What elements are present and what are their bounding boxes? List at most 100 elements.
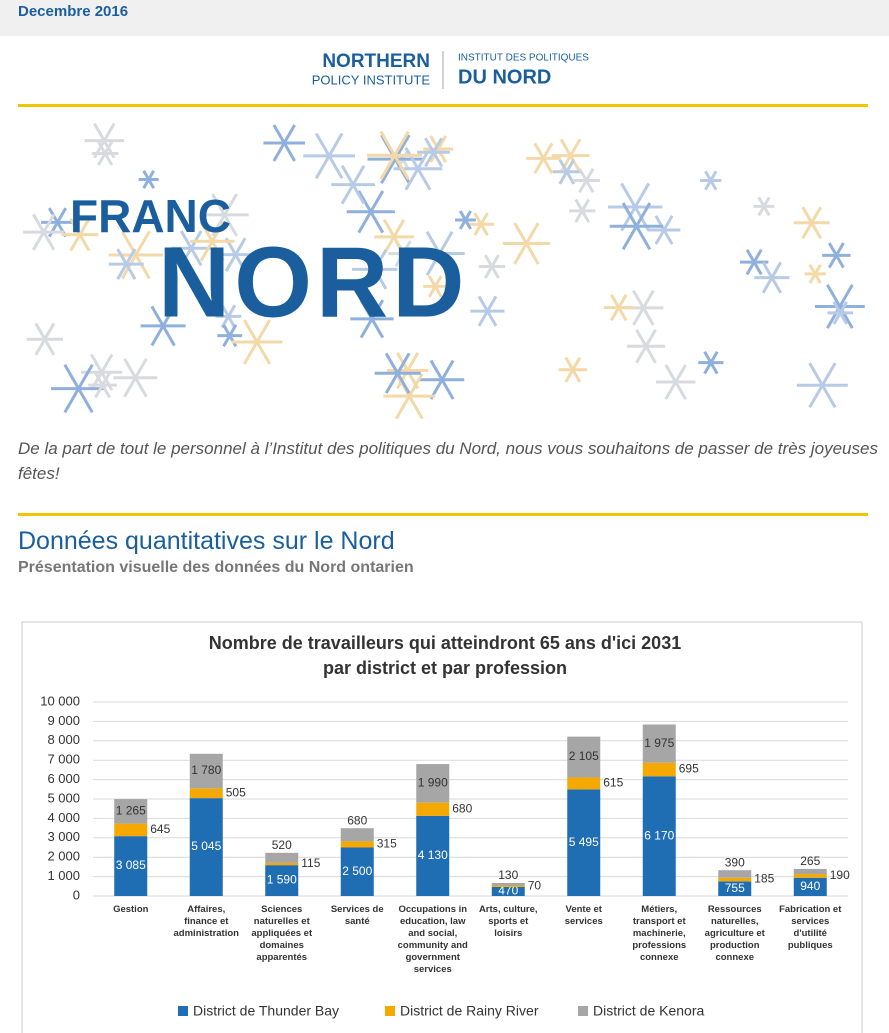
snowflake [314, 132, 344, 179]
y-tick-label: 1 000 [47, 868, 80, 883]
snowflake [610, 293, 628, 322]
snowflake [477, 295, 498, 327]
logo-text: POLICY INSTITUTE [312, 72, 431, 87]
logo-text: INSTITUT DES POLITIQUES [458, 53, 589, 64]
bar-segment [567, 789, 601, 896]
snowflake [362, 248, 388, 290]
value-label: 5 495 [569, 835, 599, 849]
legend-label: District de Rainy River [400, 1003, 539, 1019]
bar-segment [265, 852, 299, 863]
section-title: Données quantitatives sur le Nord [18, 527, 395, 555]
bar-segment [718, 881, 752, 896]
rule [18, 513, 868, 516]
value-label: 680 [452, 801, 472, 815]
snowflake [242, 319, 272, 365]
bar-segment [567, 777, 601, 790]
legend-swatch [578, 1006, 588, 1016]
snowflake [808, 362, 837, 409]
snowflake [222, 324, 238, 348]
banner: FRANC NORD [23, 122, 865, 420]
snowflake [808, 263, 822, 284]
y-tick-label: 5 000 [47, 790, 80, 805]
value-label: 940 [800, 879, 820, 893]
value-label: 615 [603, 776, 623, 790]
y-tick-label: 6 000 [47, 771, 80, 786]
x-tick-label: Services de santé [331, 904, 384, 927]
snowflake [425, 231, 454, 276]
y-tick-label: 9 000 [47, 713, 80, 728]
value-label: 505 [226, 785, 246, 799]
snowflake [564, 356, 582, 383]
snowflake [620, 182, 651, 232]
section-subtitle: Présentation visuelle des données du Nor… [18, 559, 414, 576]
value-label: 1 990 [418, 776, 448, 790]
rule [18, 104, 868, 107]
snowflake [97, 141, 114, 166]
snowflake [473, 212, 489, 237]
bar-segment [642, 776, 676, 896]
snowflake [704, 170, 718, 191]
bar-segment [491, 883, 525, 886]
bar-segment [265, 865, 299, 896]
bar-segment [793, 868, 827, 875]
x-tick-label: Arts, culture, sports et loisirs [479, 904, 538, 939]
y-tick-label: 3 000 [47, 829, 80, 844]
bar-segment [114, 799, 148, 824]
banner-text: NORD [158, 226, 468, 338]
snowflake [654, 215, 674, 245]
snowflake [827, 242, 845, 269]
snowflake [424, 137, 444, 168]
value-label: 645 [150, 822, 170, 836]
snowflake [340, 164, 366, 205]
value-label: 190 [830, 868, 850, 882]
x-tick-label: Fabrication et services d'utilité publiques [779, 904, 842, 951]
value-label: 185 [754, 872, 774, 886]
value-label: 2 105 [569, 749, 599, 763]
snowflake [384, 352, 411, 394]
bar-segment [114, 836, 148, 896]
bar-segment [416, 764, 450, 803]
value-label: 2 500 [342, 864, 372, 878]
bar-segment [491, 885, 525, 887]
value-label: 1 780 [191, 763, 221, 777]
chart-title: par district et par profession [323, 658, 567, 678]
value-label: 70 [528, 878, 542, 892]
value-label: 1 975 [644, 736, 674, 750]
snowflake [359, 299, 385, 339]
x-tick-label: Gestion [113, 904, 149, 915]
value-label: 755 [725, 881, 745, 895]
snowflake [224, 237, 247, 272]
snowflake [578, 167, 595, 194]
snowflake [745, 249, 763, 276]
x-tick-label: Ressources naturelles, agriculture et produ… [705, 904, 766, 963]
y-tick-label: 2 000 [47, 849, 80, 864]
logo: NORTHERN POLICY INSTITUTE INSTITUT DES P… [312, 51, 589, 89]
legend-swatch [178, 1006, 188, 1016]
bar-segment [340, 828, 374, 842]
snowflake [34, 322, 56, 356]
snowflake [621, 202, 652, 251]
value-label: 470 [498, 884, 518, 898]
date: Decembre 2016 [0, 0, 889, 36]
snowflake [272, 124, 296, 162]
value-label: 1 265 [116, 804, 146, 818]
banner-text: FRANC [70, 190, 231, 242]
snowflake [395, 372, 424, 420]
x-tick-label: Sciences naturelles et appliquées et domain… [251, 904, 313, 963]
bar-segment [265, 862, 299, 866]
snowflake [429, 135, 447, 163]
snowflake [757, 196, 771, 217]
snowflake [379, 130, 410, 180]
y-tick-label: 7 000 [47, 752, 80, 767]
bar-segment [340, 841, 374, 848]
snowflake [211, 193, 238, 237]
value-label: 4 130 [418, 848, 448, 862]
legend-swatch [385, 1006, 395, 1016]
value-label: 520 [272, 838, 292, 852]
value-label: 5 045 [191, 839, 221, 853]
snowflake [574, 198, 591, 223]
y-tick-label: 4 000 [47, 810, 80, 825]
snowflake [32, 213, 56, 251]
